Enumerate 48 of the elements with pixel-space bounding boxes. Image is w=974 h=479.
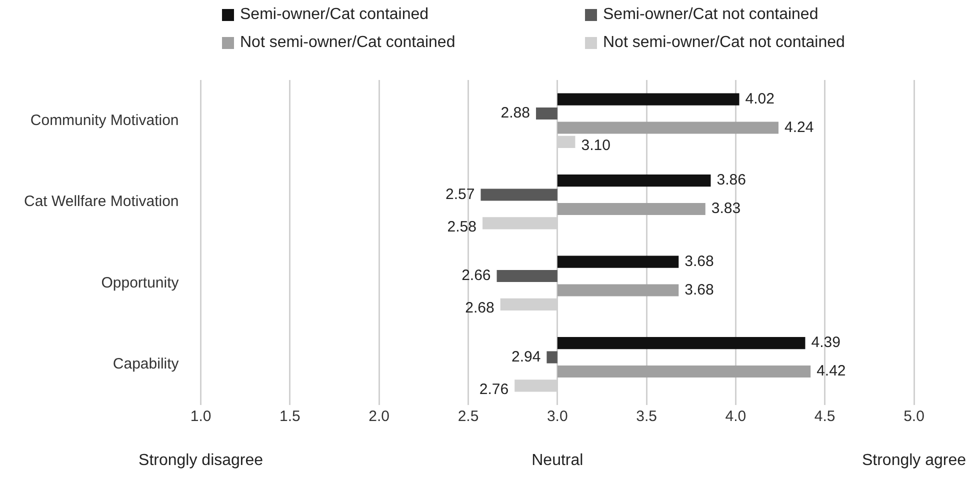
bar <box>557 256 679 268</box>
bar <box>546 351 558 364</box>
data-label: 4.42 <box>816 362 846 380</box>
x-tick-label: 2.0 <box>368 408 390 426</box>
y-tick-label: Cat Wellfare Motivation <box>24 193 179 210</box>
data-label: 2.76 <box>479 380 509 398</box>
text: Strongly agree <box>862 452 966 469</box>
legend-label: Semi-owner/Cat contained <box>240 6 429 24</box>
data-label: 2.66 <box>462 267 491 284</box>
data-label: 3.86 <box>716 172 746 189</box>
legend-label: Not semi-owner/Cat not contained <box>603 34 845 52</box>
x-tick-label: 5.0 <box>904 408 924 426</box>
x-tick-label: 1.0 <box>190 408 212 426</box>
data-label: 2.88 <box>500 104 530 122</box>
bar <box>557 93 740 106</box>
legend-label: Semi-owner/Cat not contained <box>603 6 818 24</box>
bar <box>557 202 706 216</box>
x-tick-label: 4.5 <box>814 408 836 426</box>
bar <box>536 107 558 120</box>
x-tick-label: 3.5 <box>636 408 657 426</box>
data-label: 3.68 <box>684 252 714 270</box>
data-label: 2.94 <box>511 348 541 366</box>
data-label: 4.02 <box>745 90 774 108</box>
data-label: 2.68 <box>465 300 494 317</box>
data-label: 2.57 <box>446 186 475 203</box>
text: Neutral <box>532 452 584 469</box>
bar <box>557 365 811 378</box>
x-tick-label: 3.0 <box>546 408 568 426</box>
data-label: 3.10 <box>581 137 610 154</box>
y-tick-label: Capability <box>112 356 180 373</box>
bar <box>557 174 711 187</box>
y-tick-label: Community Motivation <box>30 112 179 129</box>
x-tick-label: 4.0 <box>725 408 746 426</box>
data-label: 3.68 <box>684 281 714 298</box>
text: Strongly disagree <box>138 452 264 469</box>
data-label: 3.83 <box>711 200 741 218</box>
data-label: 2.58 <box>447 218 477 236</box>
y-tick-label: Opportunity <box>101 274 180 292</box>
x-tick-label: 2.5 <box>458 408 479 426</box>
bar <box>557 284 679 296</box>
data-label: 4.39 <box>811 334 840 352</box>
bar <box>557 337 806 350</box>
bar <box>480 188 558 201</box>
data-label: 4.24 <box>784 118 814 136</box>
bar <box>557 122 778 134</box>
legend-label: Not semi-owner/Cat contained <box>240 34 456 52</box>
x-tick-label: 1.5 <box>280 408 300 426</box>
bar <box>496 270 558 282</box>
